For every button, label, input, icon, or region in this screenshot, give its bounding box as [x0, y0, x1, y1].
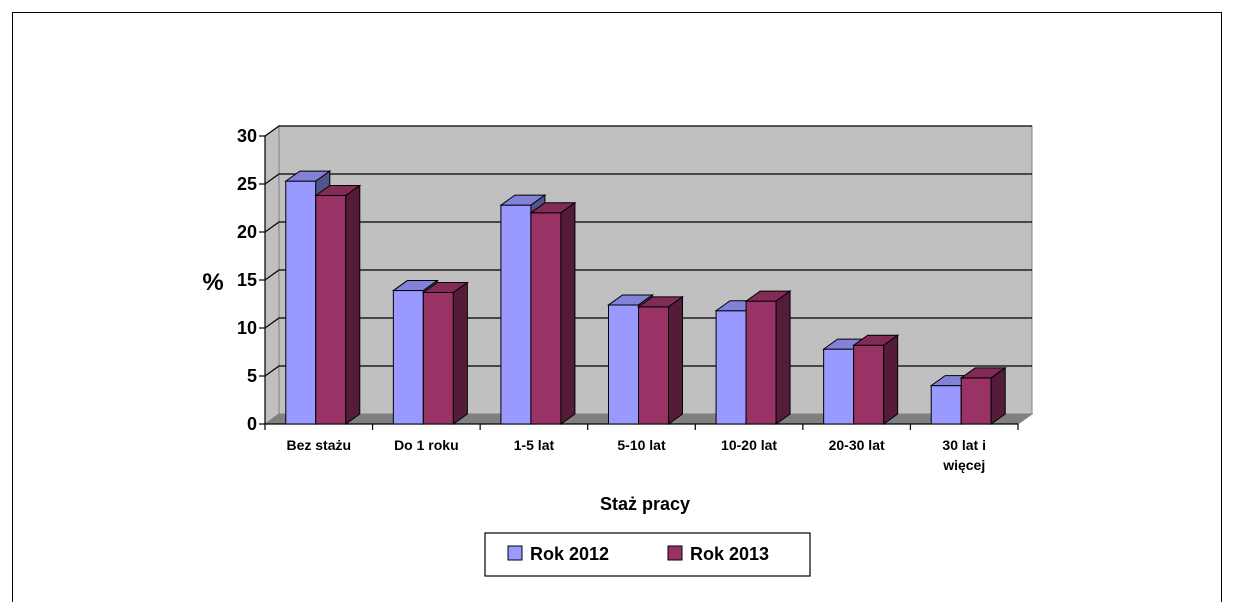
- bar-front: [960, 377, 992, 425]
- x-tick-label: Do 1 roku: [394, 437, 459, 453]
- gridline: [264, 221, 1032, 233]
- bar-rok-2013-4: [744, 290, 792, 425]
- bars: [284, 170, 1007, 425]
- y-tick-label: 30: [237, 126, 257, 146]
- bar-front: [715, 310, 747, 425]
- x-tick-label: 10-20 lat: [721, 437, 777, 453]
- x-axis-ticks: Bez stażu Do 1 roku 1-5 lat 5-10 lat 10-20 l…: [264, 424, 1019, 473]
- gridline: [264, 125, 1032, 137]
- y-axis-ticks: 0 5 10 15 20 25 30: [237, 126, 265, 434]
- bar-side: [560, 201, 576, 425]
- legend-label-2012: Rok 2012: [530, 544, 609, 564]
- bar-front: [285, 180, 317, 425]
- legend-swatch-2013: [667, 545, 683, 561]
- bar-front: [422, 291, 454, 425]
- bar-side: [452, 281, 468, 425]
- x-tick-label: Bez stażu: [286, 437, 351, 453]
- bar-front: [638, 306, 669, 425]
- bar-side: [775, 290, 791, 425]
- x-axis-title: Staż pracy: [600, 494, 690, 514]
- bar-front: [823, 348, 855, 425]
- x-tick-label: więcej: [942, 457, 985, 473]
- bar-rok-2013-1: [421, 281, 469, 425]
- legend-box: [484, 532, 811, 577]
- legend-label-2013: Rok 2013: [690, 544, 769, 564]
- x-tick-label: 1-5 lat: [514, 437, 555, 453]
- x-tick-label: 20-30 lat: [829, 437, 885, 453]
- y-tick-label: 15: [237, 270, 257, 290]
- bar-front: [930, 385, 962, 425]
- y-tick-label: 5: [247, 366, 257, 386]
- y-axis-label: %: [202, 269, 223, 296]
- x-tick-label: 30 lat i: [942, 437, 986, 453]
- bar-front: [745, 300, 777, 425]
- y-tick-label: 0: [247, 414, 257, 434]
- bar-rok-2013-5: [852, 334, 900, 425]
- bar-front: [315, 195, 347, 425]
- bar-side: [345, 184, 361, 425]
- bar-front: [500, 204, 532, 425]
- bar-side: [990, 366, 1006, 425]
- bar-rok-2013-2: [529, 201, 577, 425]
- bar-side: [883, 334, 899, 425]
- bar-front: [392, 290, 424, 425]
- legend-swatch-2012: [507, 545, 523, 561]
- y-tick-label: 10: [237, 318, 257, 338]
- bar-front: [530, 212, 562, 425]
- bar-rok-2013-3: [636, 295, 685, 425]
- x-tick-label: 5-10 lat: [617, 437, 666, 453]
- y-tick-label: 20: [237, 222, 257, 242]
- gridline: [264, 269, 1032, 281]
- y-tick-label: 25: [237, 174, 257, 194]
- legend: Rok 2012 Rok 2013: [484, 532, 811, 577]
- bar-side: [668, 295, 683, 425]
- bar-front: [608, 304, 639, 425]
- bar-front: [853, 344, 885, 425]
- bar-rok-2013-6: [959, 366, 1007, 425]
- bar-rok-2013-0: [314, 184, 362, 425]
- gridline: [264, 173, 1032, 185]
